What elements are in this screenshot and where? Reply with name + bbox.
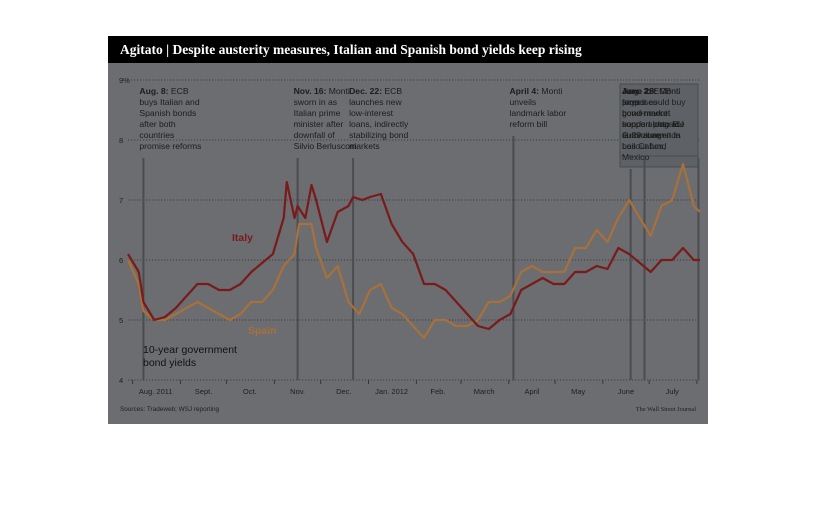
chart-canvas: 4 5 6 7 8 9% Aug. 2011 Sept. Oct. Nov. Dec. Jan. 20…: [119, 76, 701, 396]
annotation-line: euro-zone: [622, 130, 661, 140]
annotation-date: April 4:: [509, 86, 540, 96]
annotation-line: after both: [139, 119, 176, 129]
x-tick-label: Dec.: [336, 387, 351, 396]
y-tick-label: 7: [119, 196, 123, 205]
annotation-date: Aug. 2:: [622, 86, 652, 96]
annotation-line: stabilizing bond: [349, 130, 409, 140]
annotation-line: bailout fund: [622, 141, 667, 151]
annotation-note: Aug. 2: ECB says it could buy government bo…: [622, 86, 698, 152]
annotation-line: says it could buy: [622, 97, 686, 107]
annotation-line: reform bill: [509, 119, 548, 129]
annotation-date: Aug. 8:: [139, 86, 169, 96]
x-tick-label: June: [618, 387, 634, 396]
y-tick-label: 6: [119, 256, 123, 265]
annotation-line: downfall of: [293, 130, 335, 140]
series-label-spain: Spain: [248, 325, 277, 337]
annotation-line: proposes: [622, 97, 658, 107]
annotation-first-word: ECB: [168, 86, 189, 96]
source-note: Sources: Tradeweb; WSJ reporting: [120, 406, 220, 413]
annotation-line: countries: [139, 130, 175, 140]
x-tick-label: Jan. 2012: [375, 387, 408, 396]
annotation-line: Italian prime: [293, 108, 341, 118]
note-box: [619, 83, 699, 157]
caption-line-2: bond yields: [143, 357, 197, 369]
chart-title: Agitato | Despite austerity measures, It…: [120, 42, 582, 57]
series-line-spain: [126, 162, 701, 340]
annotation-line: sworn in as: [293, 97, 338, 107]
x-tick-label: July: [666, 387, 680, 396]
annotation-line: bond-market: [622, 108, 671, 118]
annotation-line: Mexico: [622, 152, 650, 162]
x-tick-label: March: [474, 387, 495, 396]
annotation-date: Dec. 22:: [349, 86, 383, 96]
annotation-first-word: Monti: [539, 86, 563, 96]
annotation-line: launches new: [349, 97, 402, 107]
annotation-line: buys Italian and: [139, 97, 200, 107]
annotation-note: Nov. 16: Monti sworn in as Italian prime mi…: [294, 86, 370, 152]
annotation-line: summit agenda: [622, 130, 681, 140]
annotation-date: June 19:: [622, 86, 657, 96]
y-tick-label: 8: [119, 136, 123, 145]
annotation-line: bond-market: [622, 108, 671, 118]
x-tick-label: Feb.: [430, 387, 445, 396]
annotation-line: unveils: [509, 97, 537, 107]
annotation-note: June 19: Monti proposes bond-market support…: [622, 86, 698, 163]
annotation-line: forces: [622, 97, 646, 107]
caption-line-1: 10-year government: [143, 344, 237, 356]
x-tick-label: Sept.: [195, 387, 213, 396]
x-tick-label: April: [524, 387, 539, 396]
annotation-date: Nov. 16:: [293, 86, 327, 96]
x-tick-label: May: [571, 387, 585, 396]
annotation-note: April 4: Monti unveils landmark labor refor…: [509, 86, 585, 130]
annotation-first-word: ECB: [651, 86, 672, 96]
x-tick-label: Nov.: [290, 387, 305, 396]
chart-figure: Agitato | Despite austerity measures, It…: [108, 36, 708, 424]
annotation-line: support plan at: [622, 119, 679, 129]
x-tick-label: Aug. 2011: [139, 387, 173, 396]
series-label-italy: Italy: [232, 232, 254, 244]
annotation-line: Silvio Berlusconi: [293, 141, 357, 151]
annotation-line: loans, indirectly: [349, 119, 409, 129]
y-tick-label: 4: [119, 376, 123, 385]
x-tick-label: Oct.: [243, 387, 257, 396]
annotation-line: bonds alongside: [622, 119, 685, 129]
credit-note: The Wall Street Journal: [635, 406, 696, 413]
annotation-date: June 28:: [622, 86, 657, 96]
annotation-line: promise reforms: [139, 141, 202, 151]
annotation-line: G-20 summit in: [622, 130, 681, 140]
annotation-line: support onto EU: [622, 119, 685, 129]
y-tick-label: 9%: [119, 76, 130, 85]
annotation-note: Dec. 22: ECB launches new low-interest loan…: [349, 86, 425, 152]
y-tick-label: 5: [119, 316, 123, 325]
annotation-line: Los Cabos,: [622, 141, 666, 151]
annotation-line: government: [622, 108, 668, 118]
annotation-line: Spanish bonds: [139, 108, 197, 118]
chart-caption: 10-year government bond yields: [143, 344, 263, 370]
series-line-italy: [127, 180, 700, 331]
annotation-note: Aug. 8: ECB buys Italian and Spanish bonds…: [139, 86, 215, 152]
annotation-note: June 28: Monti forces bond-market support o…: [622, 86, 698, 141]
annotation-first-word: ECB: [382, 86, 403, 96]
annotation-first-word: Monti: [656, 86, 681, 96]
annotation-first-word: Monti: [326, 86, 350, 96]
annotation-line: minister after: [293, 119, 344, 129]
annotation-first-word: Monti: [656, 86, 681, 96]
annotation-line: landmark labor: [509, 108, 567, 118]
annotation-line: markets: [349, 141, 380, 151]
annotation-line: low-interest: [349, 108, 394, 118]
title-bar: Agitato | Despite austerity measures, It…: [108, 36, 708, 63]
